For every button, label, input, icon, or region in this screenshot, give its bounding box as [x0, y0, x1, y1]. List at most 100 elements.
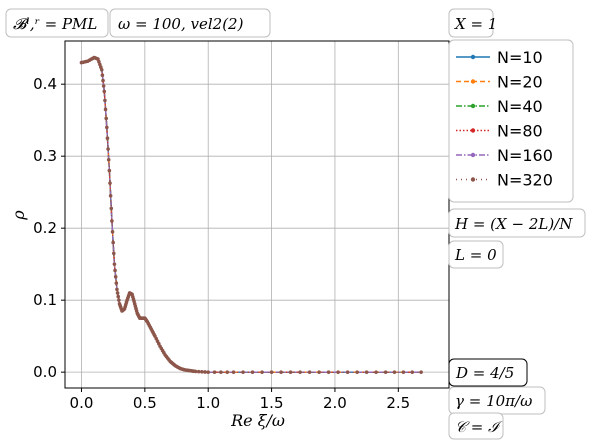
- x-tick-label: 2.0: [323, 394, 347, 412]
- series-point: [96, 57, 100, 61]
- series-point: [307, 370, 312, 374]
- series-point: [111, 240, 115, 245]
- series-point: [401, 370, 406, 374]
- series-point: [260, 370, 264, 374]
- legend-label: N=40: [497, 97, 543, 116]
- annotation-x: X = 1: [448, 8, 497, 38]
- series-point: [99, 67, 104, 72]
- legend-label: N=160: [497, 146, 553, 165]
- series-point: [317, 370, 321, 374]
- series-point: [225, 370, 230, 374]
- series-point: [115, 291, 120, 295]
- series-point: [345, 370, 350, 374]
- series-line-n-20: [81, 56, 422, 373]
- annotation-gamma: γ = 10π/ω: [448, 386, 546, 415]
- annotation-boundary: 𝓑ˡ,ʳ = PML: [5, 8, 109, 38]
- annotation-l-text: L = 0: [454, 246, 497, 264]
- series-point: [241, 370, 245, 374]
- legend-marker: [470, 177, 476, 182]
- series-point: [203, 370, 207, 374]
- series-point: [100, 73, 105, 77]
- annotation-omega: ω = 100, vel2(2): [109, 8, 271, 38]
- annotation-c-text: 𝒞 = ℐ: [455, 418, 503, 436]
- plot-area: [64, 40, 450, 389]
- legend-label: N=80: [497, 122, 543, 141]
- legend-label: N=10: [497, 48, 543, 67]
- y-ticks: 0.0 0.1 0.2 0.3 0.4: [33, 75, 65, 381]
- y-tick-label: 0.0: [33, 363, 57, 381]
- annotation-c: 𝒞 = ℐ: [448, 412, 504, 440]
- grid-lines: [65, 41, 449, 388]
- series-line-n-320: [81, 56, 422, 373]
- legend-marker: [470, 79, 476, 84]
- x-tick-label: 1.5: [260, 394, 284, 412]
- annotation-h: H = (X − 2L)/N: [448, 208, 586, 238]
- series-line-n-40: [81, 56, 422, 373]
- x-axis-label: Re ξ/ω: [230, 411, 285, 430]
- series-point: [206, 370, 211, 374]
- x-tick-label: 2.5: [386, 394, 410, 412]
- y-tick-label: 0.1: [33, 291, 57, 309]
- y-tick-label: 0.2: [33, 219, 57, 237]
- annotation-h-text: H = (X − 2L)/N: [454, 215, 573, 233]
- series-point: [110, 229, 115, 234]
- series-point: [112, 262, 117, 266]
- series-point: [336, 370, 340, 374]
- annotation-l: L = 0: [448, 240, 504, 269]
- series-point: [410, 370, 415, 374]
- series-point: [111, 251, 116, 256]
- x-tick-label: 0.0: [70, 394, 94, 412]
- series-point: [101, 78, 105, 83]
- series-point: [200, 370, 204, 374]
- legend-marker: [470, 152, 476, 158]
- x-tick-label: 0.5: [133, 394, 157, 412]
- series-point: [103, 107, 108, 112]
- series-point: [108, 181, 112, 185]
- legend-marker: [470, 128, 476, 133]
- series-point: [97, 59, 101, 64]
- annotation-x-text: X = 1: [454, 15, 497, 33]
- series-point: [115, 287, 119, 292]
- series-point: [104, 116, 108, 121]
- series-point: [108, 193, 113, 198]
- series-point: [101, 84, 106, 88]
- series-point: [102, 89, 107, 94]
- y-tick-label: 0.3: [33, 147, 57, 165]
- legend: N=10 N=20 N=40 N=80 N=160 N=320: [448, 39, 574, 203]
- series-point: [105, 125, 109, 130]
- annotation-omega-text: ω = 100, vel2(2): [118, 15, 244, 33]
- legend-label: N=320: [497, 171, 553, 190]
- series-point: [196, 369, 201, 374]
- y-tick-label: 0.4: [33, 75, 57, 93]
- series-point: [298, 370, 302, 374]
- x-tick-label: 1.0: [196, 394, 220, 412]
- series-point: [364, 370, 369, 374]
- series-point: [383, 370, 388, 374]
- series-point: [113, 268, 117, 273]
- series-point: [114, 281, 119, 285]
- series-line-n-160: [81, 56, 422, 373]
- series-point: [288, 370, 293, 374]
- x-ticks: 0.0 0.5 1.0 1.5 2.0 2.5: [70, 388, 410, 412]
- series-point: [98, 62, 102, 67]
- series-point: [269, 370, 274, 374]
- series-point: [103, 98, 107, 103]
- series-point: [113, 274, 118, 279]
- annotation-gamma-text: γ = 10π/ω: [455, 392, 532, 410]
- legend-label: N=20: [497, 73, 543, 92]
- series-point: [212, 370, 217, 374]
- series-point: [193, 369, 198, 374]
- annotation-boundary-text: 𝓑ˡ,ʳ = PML: [13, 15, 97, 33]
- series-point: [250, 370, 255, 374]
- series-point: [355, 370, 359, 374]
- series-point: [110, 219, 114, 223]
- series-point: [105, 136, 110, 140]
- series-point: [231, 370, 236, 374]
- annotation-d: D = 4/5: [448, 358, 528, 387]
- series-point: [99, 65, 103, 69]
- data-curves: [79, 55, 423, 374]
- series-point: [392, 370, 397, 374]
- series-point: [106, 147, 110, 151]
- series-point: [109, 206, 114, 211]
